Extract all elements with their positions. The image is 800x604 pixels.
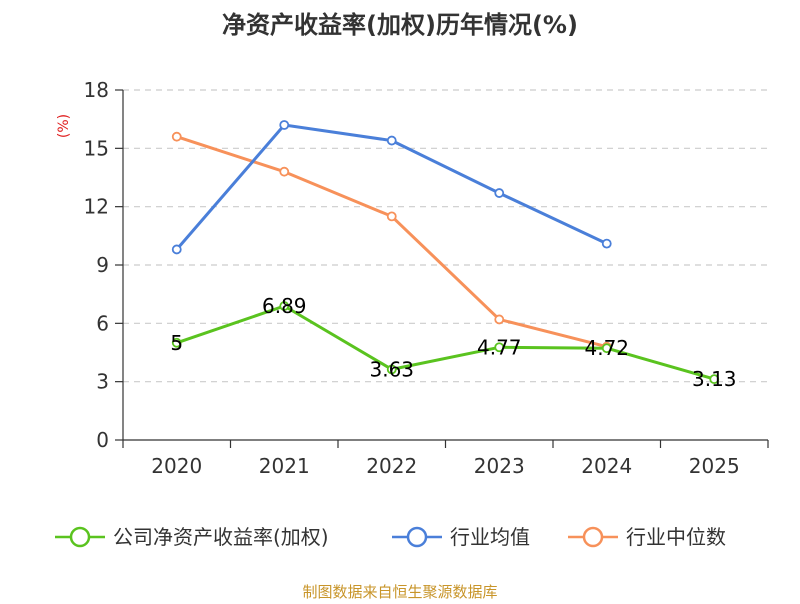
data-point-s0-2023[interactable]	[494, 342, 505, 353]
data-label-2025: 3.13	[692, 367, 737, 391]
source-note: 制图数据来自恒生聚源数据库	[302, 583, 497, 600]
x-tick-label-2023: 2023	[474, 454, 525, 478]
legend-label-0[interactable]: 公司净资产收益率(加权)	[113, 525, 329, 549]
legend-label-1[interactable]: 行业均值	[450, 525, 530, 549]
legend-label-2[interactable]: 行业中位数	[626, 525, 726, 549]
data-point-s1-2020[interactable]	[171, 244, 182, 255]
data-point-s2-2020[interactable]	[171, 131, 182, 142]
y-tick-label-12: 12	[84, 195, 109, 219]
x-tick-label-2024: 2024	[581, 454, 632, 478]
legend-marker-0[interactable]	[69, 526, 91, 548]
gridlines	[123, 89, 768, 383]
data-point-s1-2023[interactable]	[494, 188, 505, 198]
chart-title: 净资产收益率(加权)历年情况(%)	[222, 11, 578, 39]
data-point-s0-2021[interactable]	[279, 301, 290, 311]
data-point-s0-2025[interactable]	[709, 374, 720, 385]
data-point-s2-2022[interactable]	[386, 211, 397, 222]
y-tick-label-18: 18	[84, 78, 109, 102]
series-line-2[interactable]	[176, 135, 608, 349]
legend[interactable]: 公司净资产收益率(加权) 行业均值 行业中位数	[55, 525, 726, 549]
axes: 0 3 6 9 12 15 18 2020 2021 2022 2023 2024 2025	[84, 78, 769, 478]
series-line-0[interactable]	[176, 304, 715, 381]
y-tick-label-9: 9	[96, 253, 109, 277]
legend-item-0[interactable]: 公司净资产收益率(加权)	[55, 525, 329, 549]
data-labels: 5 6.89 3.63 4.77 4.72 3.13	[170, 294, 736, 391]
data-point-s0-2020[interactable]	[171, 337, 182, 348]
series-group	[171, 120, 720, 385]
data-label-2022: 3.63	[369, 357, 414, 381]
data-label-2020: 5	[170, 331, 183, 355]
x-tick-label-2025: 2025	[689, 454, 740, 478]
data-label-2024: 4.72	[584, 336, 629, 360]
x-tick-label-2020: 2020	[151, 454, 202, 478]
y-tick-label-15: 15	[84, 136, 109, 160]
data-point-s0-2024[interactable]	[601, 343, 612, 354]
data-point-s1-2022[interactable]	[386, 135, 397, 146]
y-tick-label-6: 6	[96, 311, 109, 335]
x-tick-label-2021: 2021	[259, 454, 310, 478]
legend-marker-1[interactable]	[406, 526, 428, 548]
data-point-s2-2023[interactable]	[494, 314, 505, 325]
data-point-s1-2021[interactable]	[279, 120, 290, 130]
y-axis-label: (%)	[56, 114, 72, 138]
data-label-2023: 4.77	[477, 335, 522, 359]
legend-item-1[interactable]: 行业均值	[392, 525, 530, 549]
data-point-s0-2022[interactable]	[386, 364, 397, 375]
data-point-s2-2021[interactable]	[279, 166, 290, 177]
legend-marker-2[interactable]	[582, 526, 604, 548]
legend-item-2[interactable]: 行业中位数	[568, 525, 726, 549]
data-point-s1-2024[interactable]	[601, 238, 612, 249]
y-tick-label-3: 3	[96, 370, 109, 394]
y-tick-label-0: 0	[96, 428, 109, 452]
data-label-2021: 6.89	[262, 294, 307, 318]
x-tick-label-2022: 2022	[366, 454, 417, 478]
